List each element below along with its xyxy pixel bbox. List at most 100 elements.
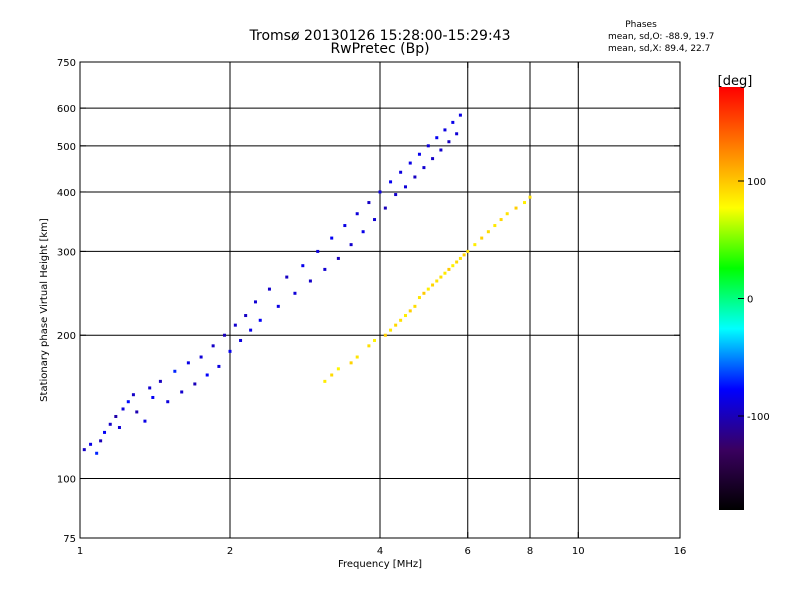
x-tick-label: 8 <box>527 546 533 557</box>
x-axis-ticks: 1 2 4 6 8 10 16 <box>77 62 687 557</box>
y-tick-label: 500 <box>57 142 76 153</box>
data-point <box>193 382 197 386</box>
data-point <box>417 296 421 300</box>
data-point <box>443 271 447 275</box>
data-point <box>349 361 353 365</box>
colorbar-tick-label: 0 <box>747 295 753 306</box>
x-tick-label: 16 <box>674 546 687 557</box>
phase-stats-heading: Phases <box>625 20 657 30</box>
data-point <box>462 253 466 257</box>
data-point <box>349 243 353 247</box>
data-point <box>228 349 232 353</box>
data-point <box>383 333 387 337</box>
x-tick-label: 2 <box>227 546 233 557</box>
data-point <box>293 291 297 295</box>
data-point <box>499 218 503 222</box>
data-point <box>151 395 155 399</box>
data-point <box>373 218 377 222</box>
data-point <box>148 386 152 390</box>
data-point <box>99 439 103 443</box>
colorbar-ticks: 100 0 -100 <box>738 177 770 423</box>
y-tick-label: 400 <box>57 188 76 199</box>
y-tick-label: 200 <box>57 331 76 342</box>
data-point <box>217 364 221 368</box>
data-point <box>394 323 398 327</box>
data-point <box>373 338 377 342</box>
data-point <box>399 318 403 322</box>
y-axis-label: Stationary phase Virtual Height [km] <box>39 218 50 402</box>
data-point <box>417 152 421 156</box>
colorbar-label: [deg] <box>718 74 753 89</box>
data-point <box>408 161 412 165</box>
data-point <box>301 264 305 268</box>
y-tick-label: 600 <box>57 104 76 115</box>
data-point <box>108 422 112 426</box>
data-point <box>528 195 532 199</box>
data-point <box>439 275 443 279</box>
data-point <box>378 190 382 194</box>
x-tick-label: 1 <box>77 546 83 557</box>
data-point <box>82 448 86 452</box>
data-point <box>186 361 190 365</box>
data-point <box>126 400 130 404</box>
data-point <box>244 314 248 318</box>
data-point <box>443 128 447 132</box>
data-point <box>233 323 237 327</box>
data-point <box>389 328 393 332</box>
phase-stats-x: mean, sd,X: 89.4, 22.7 <box>608 44 710 54</box>
data-point <box>403 185 407 189</box>
data-point <box>158 379 162 383</box>
data-point <box>276 304 280 308</box>
y-axis-ticks: 75 100 200 300 400 500 600 750 <box>57 58 680 545</box>
data-point <box>399 170 403 174</box>
data-point <box>316 249 320 253</box>
data-point <box>117 425 121 429</box>
data-point <box>166 400 170 404</box>
data-point <box>285 275 289 279</box>
data-point <box>143 419 147 423</box>
data-point <box>267 287 271 291</box>
y-tick-label: 100 <box>57 475 76 486</box>
phase-stats-o: mean, sd,O: -88.9, 19.7 <box>608 32 714 42</box>
data-point <box>239 338 243 342</box>
chart-title: Tromsø 20130126 15:28:00-15:29:43 <box>249 28 511 44</box>
data-point <box>422 291 426 295</box>
data-point <box>435 279 439 283</box>
data-point <box>89 442 93 446</box>
data-point <box>135 410 139 414</box>
data-point <box>180 390 184 394</box>
data-point <box>413 175 417 179</box>
data-point <box>480 236 484 240</box>
data-point <box>431 157 435 161</box>
colorbar-tick-label: 100 <box>747 177 766 188</box>
y-tick-label: 75 <box>63 534 76 545</box>
data-point <box>451 120 455 124</box>
data-point <box>486 230 490 234</box>
data-point <box>131 393 135 397</box>
data-points <box>82 113 532 455</box>
data-point <box>367 344 371 348</box>
grid-lines <box>80 62 680 538</box>
data-point <box>249 328 253 332</box>
data-point <box>205 373 209 377</box>
y-tick-label: 300 <box>57 247 76 258</box>
data-point <box>426 287 430 291</box>
data-point <box>383 206 387 210</box>
data-point <box>323 379 327 383</box>
data-point <box>439 148 443 152</box>
data-point <box>336 367 340 371</box>
data-point <box>330 236 334 240</box>
data-point <box>389 180 393 184</box>
data-point <box>514 206 518 210</box>
data-point <box>523 201 527 205</box>
data-point <box>258 318 262 322</box>
data-point <box>103 430 107 434</box>
x-axis-label: Frequency [MHz] <box>338 559 422 570</box>
y-tick-label: 750 <box>57 58 76 69</box>
data-point <box>422 166 426 170</box>
data-point <box>455 260 459 264</box>
data-point <box>505 212 509 216</box>
data-point <box>493 224 497 228</box>
data-point <box>223 333 227 337</box>
